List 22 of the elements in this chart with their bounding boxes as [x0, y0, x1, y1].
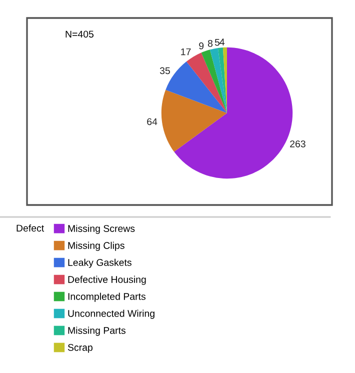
- data-label: 4: [220, 38, 225, 46]
- data-label: 263: [290, 140, 306, 148]
- text: N=405: [66, 30, 94, 38]
- data-label: 64: [147, 118, 158, 126]
- legend-label: Missing Clips: [68, 242, 124, 251]
- data-label: 35: [160, 67, 170, 74]
- legend-label: Leaky Gaskets: [68, 258, 132, 268]
- legend-label: Scrap: [68, 344, 92, 353]
- legend-label: Missing Parts: [68, 326, 126, 336]
- data-label: 17: [181, 48, 191, 56]
- data-label: 9: [199, 42, 204, 50]
- data-label: 5: [214, 38, 220, 46]
- pie-slice: [210, 48, 227, 113]
- legend-label: Incompleted Parts: [68, 292, 146, 302]
- pie-slice: [161, 90, 227, 152]
- legend-label: Missing Screws: [68, 224, 135, 234]
- legend-label: Unconnected Wiring: [68, 310, 154, 319]
- legend-title: Defect: [16, 224, 44, 232]
- data-label: 8: [208, 40, 213, 47]
- pie-slice: [218, 48, 227, 113]
- pie-slice: [201, 50, 227, 113]
- legend-label: Defective Housing: [68, 276, 146, 285]
